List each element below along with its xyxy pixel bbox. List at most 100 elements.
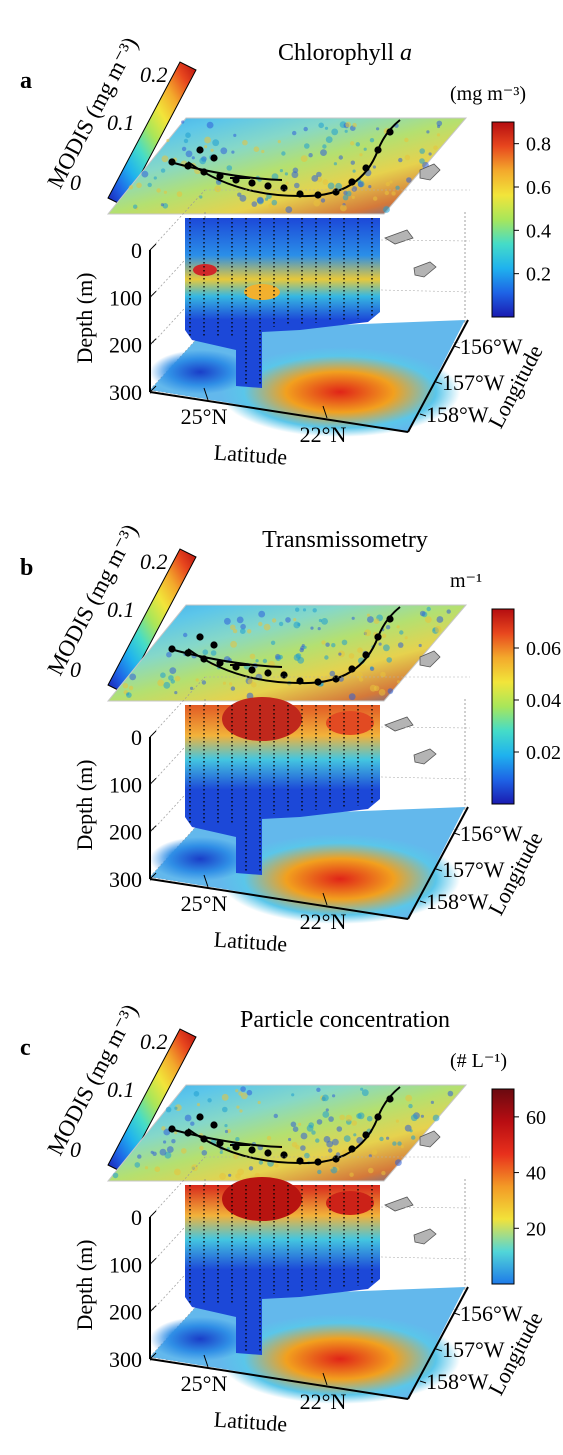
depth-tick-label: 0 [131,238,142,263]
colorbar-tick-label: 0.06 [526,638,561,660]
surface-texture [419,158,425,164]
surface-texture [278,654,283,660]
surface-texture [368,185,372,189]
surface-texture [345,190,352,197]
surface-texture [150,1150,154,1154]
surface-texture [344,129,348,133]
surface-texture [229,682,233,686]
depth-gridline [149,724,206,786]
surface-texture [232,628,238,634]
station-marker [184,162,192,170]
panel-title-main: Particle concentration [240,1007,450,1033]
surface-texture [446,609,451,614]
longitude-tick-mark [419,1380,427,1384]
surface-texture [279,169,283,173]
modis-tick: 0.1 [107,1077,135,1102]
surface-texture [292,130,297,136]
surface-texture [333,162,337,166]
latitude-tick-mark [203,387,209,401]
surface-texture [387,688,394,694]
surface-texture [405,1094,413,1102]
surface-texture [384,190,389,196]
surface-texture [325,642,330,647]
surface-texture [169,667,177,674]
depth-tick-mark [149,1305,157,1313]
surface-texture [385,181,390,187]
vertical-section [185,705,380,875]
surface-texture [174,675,181,682]
surface-texture [221,1093,229,1101]
surface-texture [210,650,217,656]
surface-texture [322,144,327,149]
station-marker [200,168,208,176]
surface-texture [420,1114,424,1118]
surface-texture [256,196,264,204]
depth-gridline [149,285,206,347]
surface-texture [181,120,185,124]
modis-tick: 0.2 [140,1029,168,1054]
surface-texture [235,1173,241,1179]
surface-texture [395,1119,399,1123]
depth-gridline [149,189,206,251]
vertical-section [185,218,380,388]
surface-texture [290,1121,297,1128]
surface-texture [235,1089,239,1093]
surface-texture [224,1124,228,1128]
floor-coldspot [150,350,250,394]
surface-texture [436,616,444,623]
surface-texture [419,148,426,154]
station-marker [232,1143,240,1151]
station-marker [168,1125,176,1133]
surface-texture [404,154,411,161]
longitude-tick-label: 156°W [460,821,523,846]
surface-texture [206,121,214,129]
surface-texture [436,120,443,127]
surface-texture [359,664,367,671]
longitude-tick-label: 156°W [460,334,523,359]
surface-texture [258,1160,264,1165]
latitude-axis [149,878,409,920]
station-marker [232,176,240,184]
latitude-tick-label: 25°N [181,891,228,916]
surface-texture [303,645,307,649]
surface-texture [199,1145,204,1151]
station-marker [280,184,288,192]
surface-texture [293,618,297,622]
station-marker [248,179,256,187]
surface-texture [316,1087,321,1092]
colorbar [491,608,515,805]
surface-texture [224,1129,229,1134]
surface-texture [230,686,236,691]
surface-texture [351,195,355,199]
surface-texture [257,1100,261,1105]
surface-texture [271,618,277,623]
colorbar-tick-label: 0.02 [526,742,561,764]
station-marker [332,1155,340,1163]
surface-texture [357,647,363,653]
surface-texture [318,618,322,623]
surface-texture [230,624,236,631]
surface-texture [357,181,364,188]
surface-texture [352,122,357,128]
surface-texture [409,1129,413,1133]
depth-tick-label: 200 [109,1300,142,1325]
panel-title-italic: a [400,40,412,66]
station-marker [386,1095,394,1103]
surface-texture [331,643,336,648]
surface-texture [258,610,266,618]
surface-texture [321,1096,326,1102]
surface-texture [373,196,378,201]
surface-texture [418,643,422,648]
surface-texture [426,130,430,134]
surface-texture [128,185,134,190]
station-marker [332,675,340,683]
station-marker [374,1113,382,1121]
vertical-section-patch [326,711,374,735]
surface-texture [165,1106,172,1113]
surface-texture [246,692,254,700]
surface-texture [404,636,408,640]
longitude-tick-mark [453,832,461,836]
surface-texture [332,1138,339,1146]
surface-texture [247,629,252,634]
